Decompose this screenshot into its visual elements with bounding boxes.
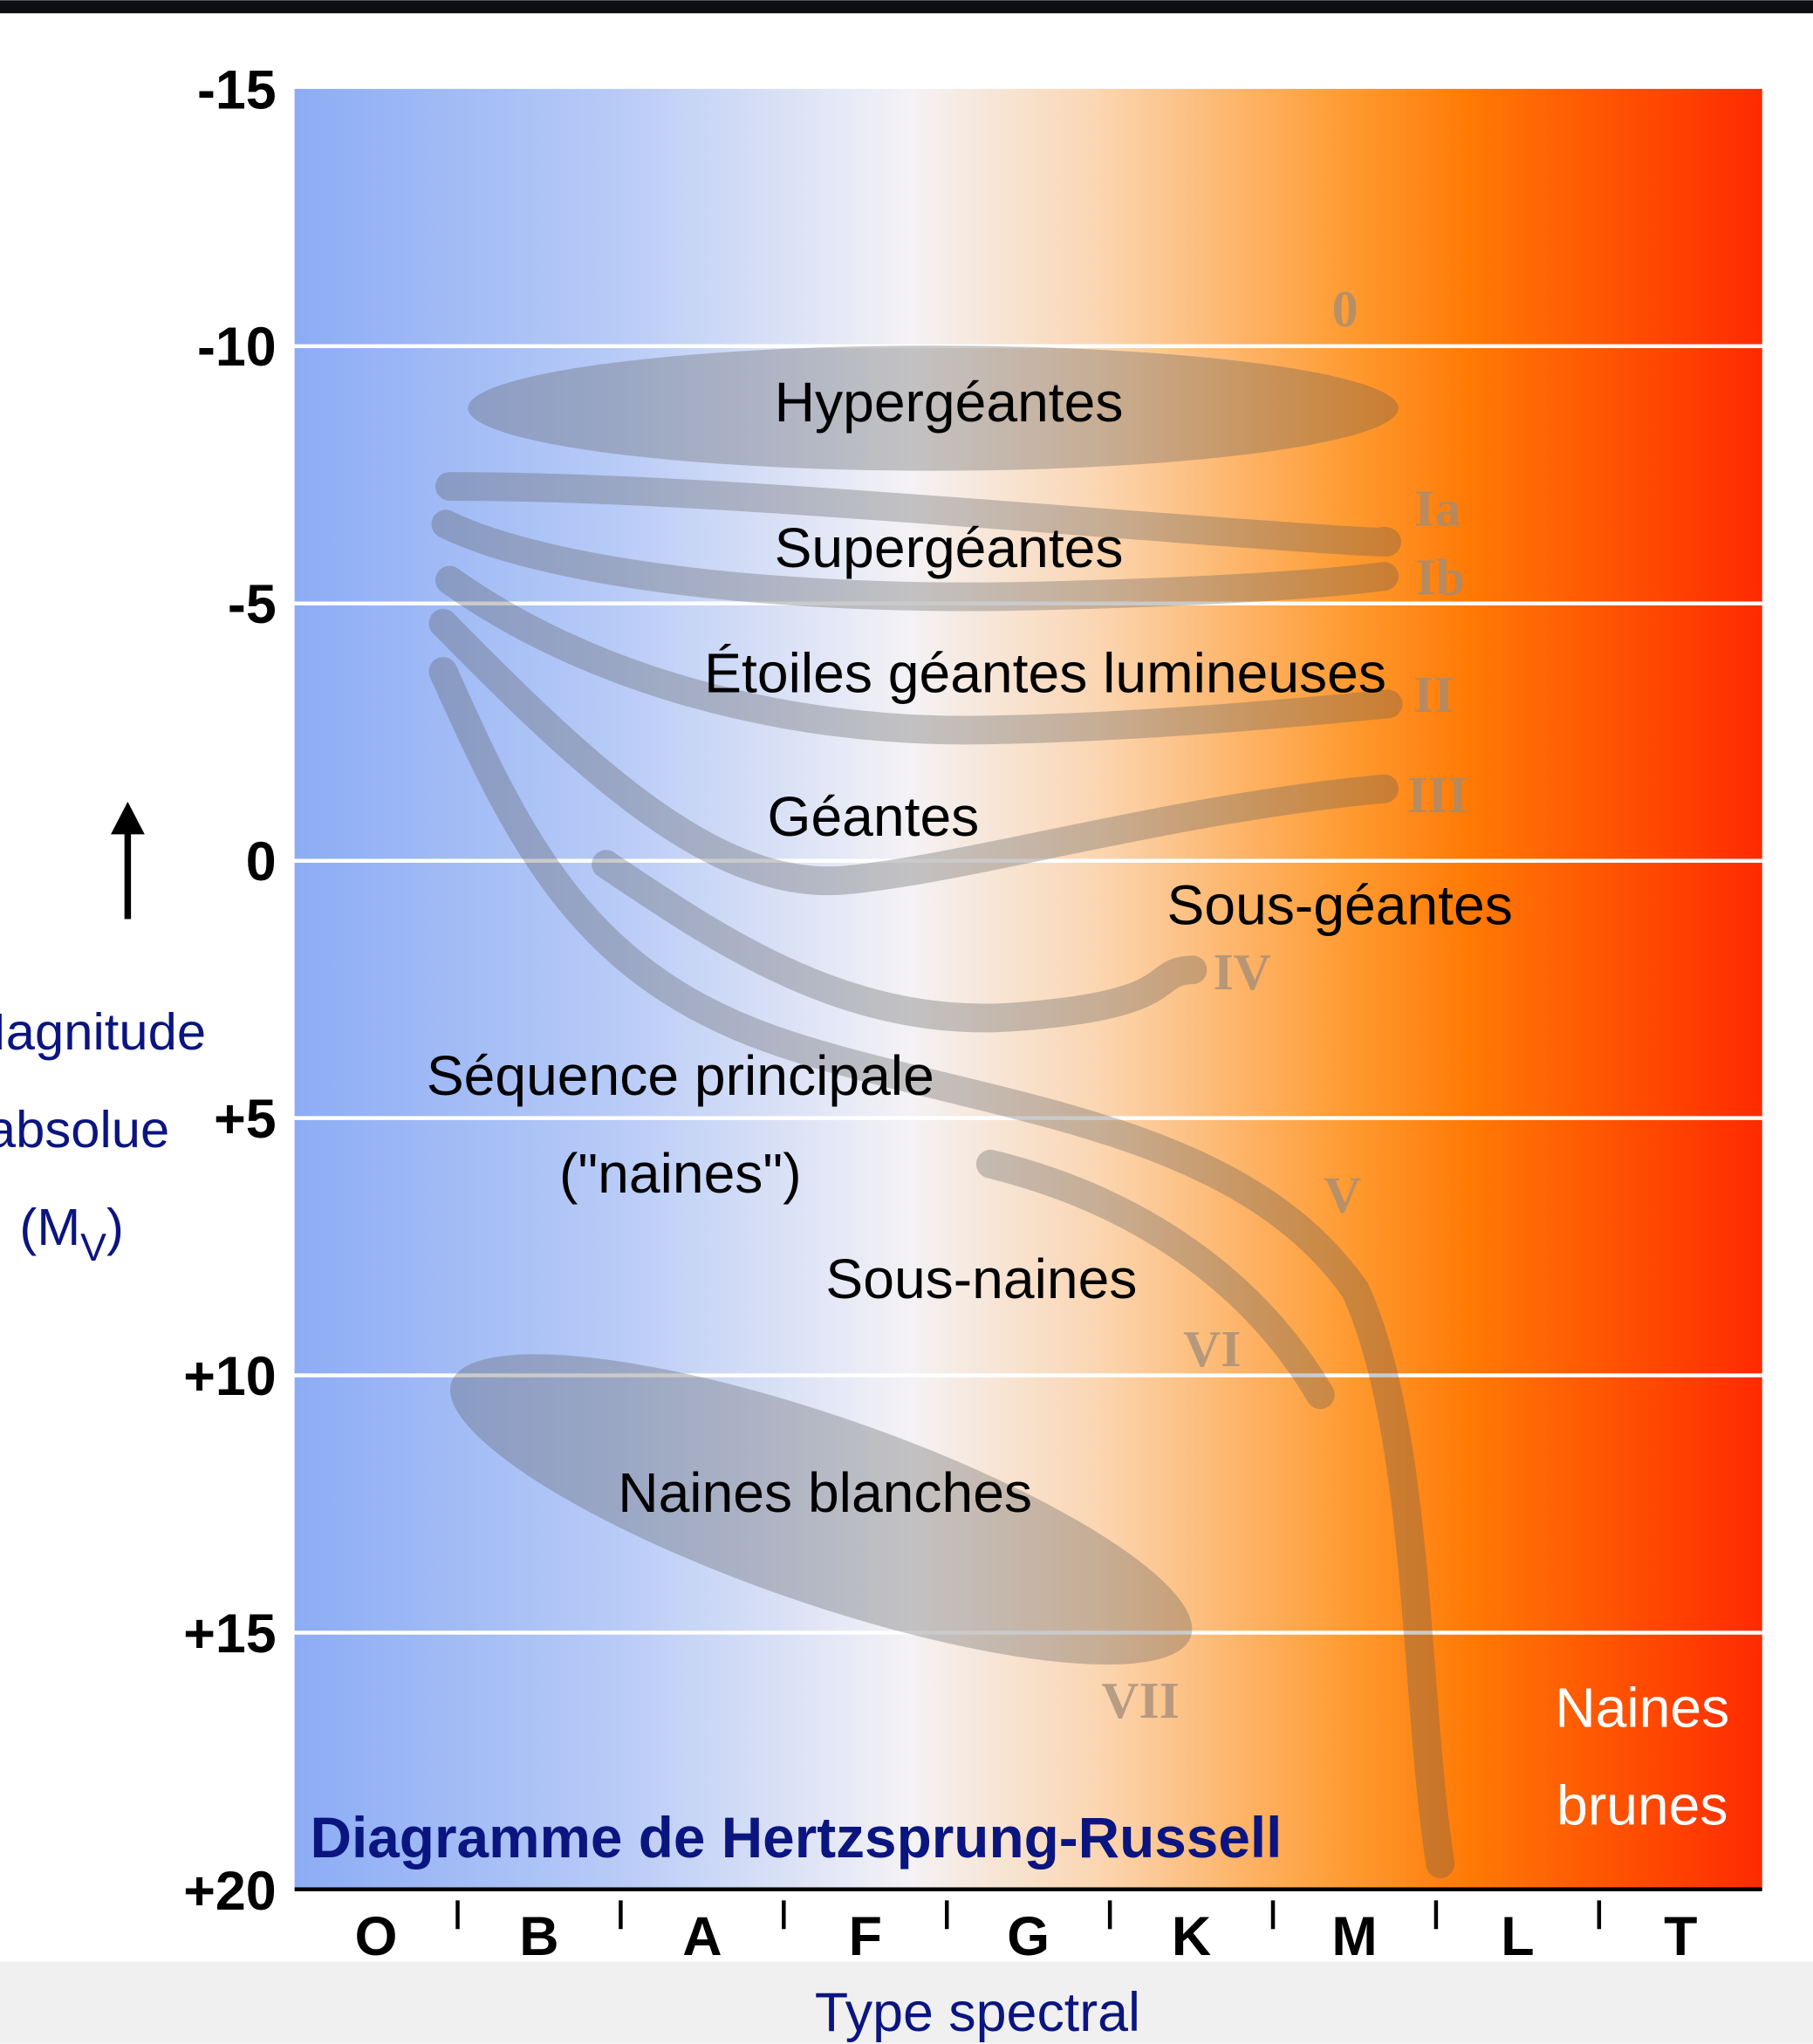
x-tick-label: G [1007,1906,1050,1967]
diagram-title: Diagramme de Hertzsprung-Russell [311,1805,1283,1870]
class-label: IV [1213,943,1270,1001]
x-axis-label: Type spectral [815,1982,1140,2043]
region-label: Naines blanches [618,1461,1032,1524]
band-v [428,657,1455,1878]
class-label: VII [1101,1671,1180,1729]
x-separator [1270,1900,1276,1930]
band-ia [434,472,1401,557]
class-label: III [1407,766,1468,824]
region-label: Sous-naines [825,1248,1137,1310]
class-label: II [1413,666,1454,723]
region-label: Géantes [768,785,980,848]
up-arrow-head [110,802,145,835]
x-tick-label: M [1331,1906,1377,1967]
x-separator [1597,1900,1602,1930]
region-label: Hypergéantes [775,371,1124,434]
y-tick-label: +10 [183,1346,276,1407]
region-label: Supergéantes [775,516,1124,579]
class-label: V [1324,1166,1361,1224]
grid-line [294,1373,1762,1377]
label-part: (M [19,1198,80,1256]
y-tick-label: 0 [246,831,277,892]
grid-line [294,1116,1762,1120]
y-axis-label-line1: Magnitude [0,1002,206,1061]
x-tick-label: F [849,1906,882,1967]
x-tick-label: B [519,1906,558,1967]
x-axis-line [294,1887,1762,1891]
class-label: Ib [1416,549,1465,606]
white-dwarf-region [449,1354,1193,1665]
x-tick-label: L [1501,1906,1534,1967]
bottom-strip [0,1961,1813,2044]
labels: -15 -10 -5 0 +5 +10 +15 +20 O B A F G K M L T Hypergéante… [183,59,1729,1967]
grid-line [294,1630,1762,1635]
grid [294,344,1762,1930]
y-tick-label: +5 [214,1089,277,1150]
x-tick-label: A [682,1906,722,1967]
class-label: 0 [1332,280,1358,338]
x-separator [1433,1900,1439,1930]
y-axis-label-line2: absolue [0,1100,169,1159]
region-label: Sous-géantes [1167,873,1513,936]
brown-dwarf-label: brunes [1556,1774,1727,1837]
x-tick-label: K [1172,1906,1211,1967]
class-label: Ia [1414,479,1461,537]
x-separator [619,1900,623,1930]
grid-line [294,858,1762,863]
top-strip [0,0,1813,14]
band-ib [431,509,1399,612]
band-iii [428,608,1399,896]
band-vi [975,1149,1335,1410]
region-label: Séquence principale [427,1044,934,1107]
region-label: ("naines") [559,1142,802,1205]
grid-line [294,344,1762,349]
region-label: Étoiles géantes lumineuses [704,642,1386,705]
x-separator [455,1900,460,1930]
y-tick-label: +15 [183,1603,276,1665]
y-tick-label: -5 [228,574,277,635]
x-separator [1107,1900,1112,1930]
band-ii [434,565,1403,745]
x-separator [782,1900,786,1930]
band-iv [592,850,1208,1033]
x-tick-label: T [1664,1906,1697,1967]
label-part: ) [106,1198,124,1256]
y-tick-label: -15 [197,59,277,120]
y-axis-label-line3: (MV) [19,1198,123,1269]
plot-area [294,88,1762,1890]
grid-line [294,601,1762,605]
y-tick-label: -10 [197,317,277,378]
hypergiant-region [468,345,1399,471]
x-separator [944,1900,949,1930]
brown-dwarf-label: Naines [1555,1677,1729,1740]
x-tick-label: O [355,1906,398,1967]
label-subscript: V [80,1226,106,1269]
class-label: VI [1183,1320,1241,1377]
y-tick-label: +20 [183,1861,276,1922]
